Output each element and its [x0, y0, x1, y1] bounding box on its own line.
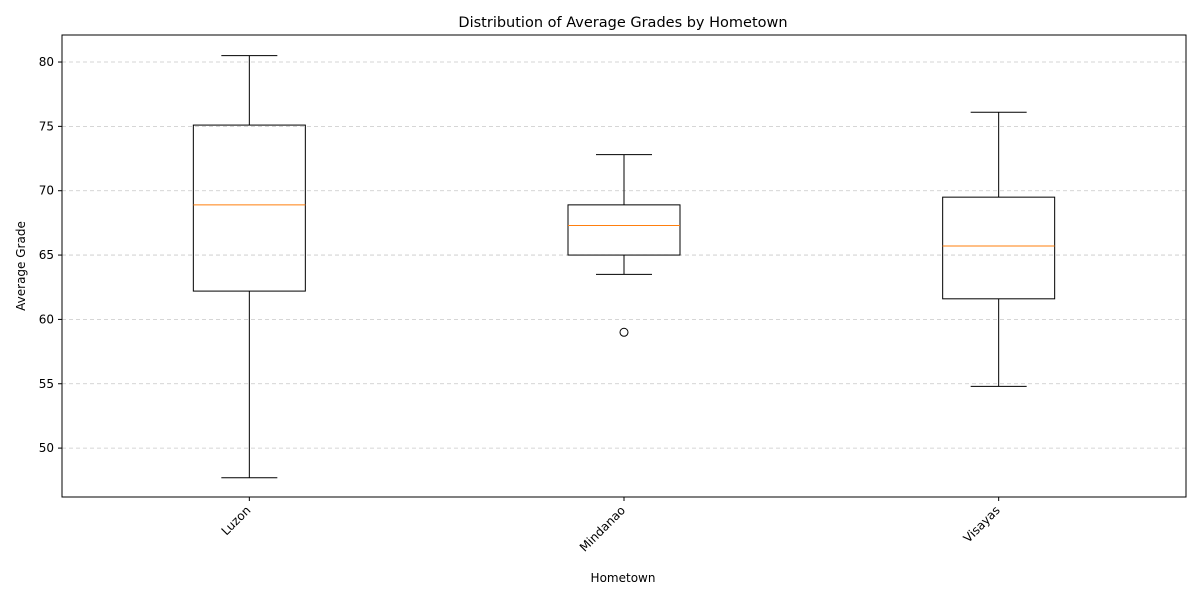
box-mindanao [567, 154, 681, 337]
x-tick-label: Mindanao [577, 503, 628, 554]
iqr-box [942, 196, 1056, 300]
y-tick-label: 80 [39, 55, 54, 69]
x-axis: Luzon Mindanao Visayas [219, 497, 1003, 555]
box-luzon [192, 55, 306, 479]
y-axis-label: Average Grade [14, 221, 28, 311]
iqr-box [567, 204, 681, 256]
chart-title: Distribution of Average Grades by Hometo… [458, 15, 787, 31]
plot-area [192, 55, 1056, 479]
y-axis: 50 55 60 65 70 75 80 [39, 55, 62, 455]
y-tick-label: 50 [39, 441, 54, 455]
y-tick-label: 55 [39, 377, 54, 391]
x-tick-label: Luzon [219, 503, 254, 538]
iqr-box [192, 124, 306, 292]
x-axis-label: Hometown [591, 571, 656, 585]
y-tick-label: 60 [39, 312, 54, 326]
y-tick-label: 65 [39, 248, 54, 262]
outlier-point [619, 327, 629, 337]
x-tick-label: Visayas [961, 503, 1003, 545]
y-tick-label: 70 [39, 184, 54, 198]
box-visayas [942, 111, 1056, 387]
y-tick-label: 75 [39, 119, 54, 133]
